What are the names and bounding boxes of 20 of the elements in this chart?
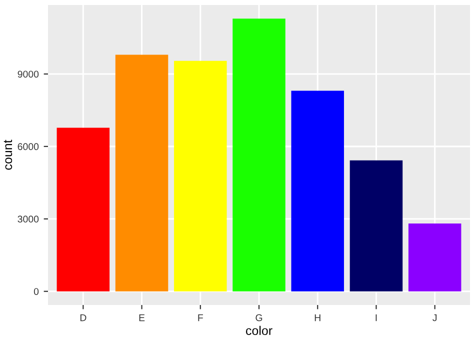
bar bbox=[115, 54, 168, 292]
x-tick-label: H bbox=[314, 314, 320, 322]
x-axis-title: color bbox=[246, 326, 272, 336]
bar bbox=[232, 18, 286, 292]
bar bbox=[56, 128, 110, 292]
y-tick-label: 6000 bbox=[18, 143, 39, 150]
y-axis-title: count bbox=[4, 140, 12, 170]
y-tick-label: 0 bbox=[34, 288, 39, 295]
x-tick-label: I bbox=[376, 314, 377, 322]
bar bbox=[174, 60, 227, 292]
bar bbox=[408, 224, 462, 292]
x-tick-label: J bbox=[432, 314, 437, 322]
x-tick-label: E bbox=[139, 314, 145, 322]
bar bbox=[350, 160, 403, 292]
x-tick-label: F bbox=[198, 314, 203, 322]
y-tick-label: 9000 bbox=[18, 70, 39, 78]
y-tick-label: 3000 bbox=[18, 216, 39, 223]
bar bbox=[291, 90, 344, 292]
x-tick-label: D bbox=[80, 314, 86, 322]
x-tick-label: G bbox=[256, 314, 262, 322]
